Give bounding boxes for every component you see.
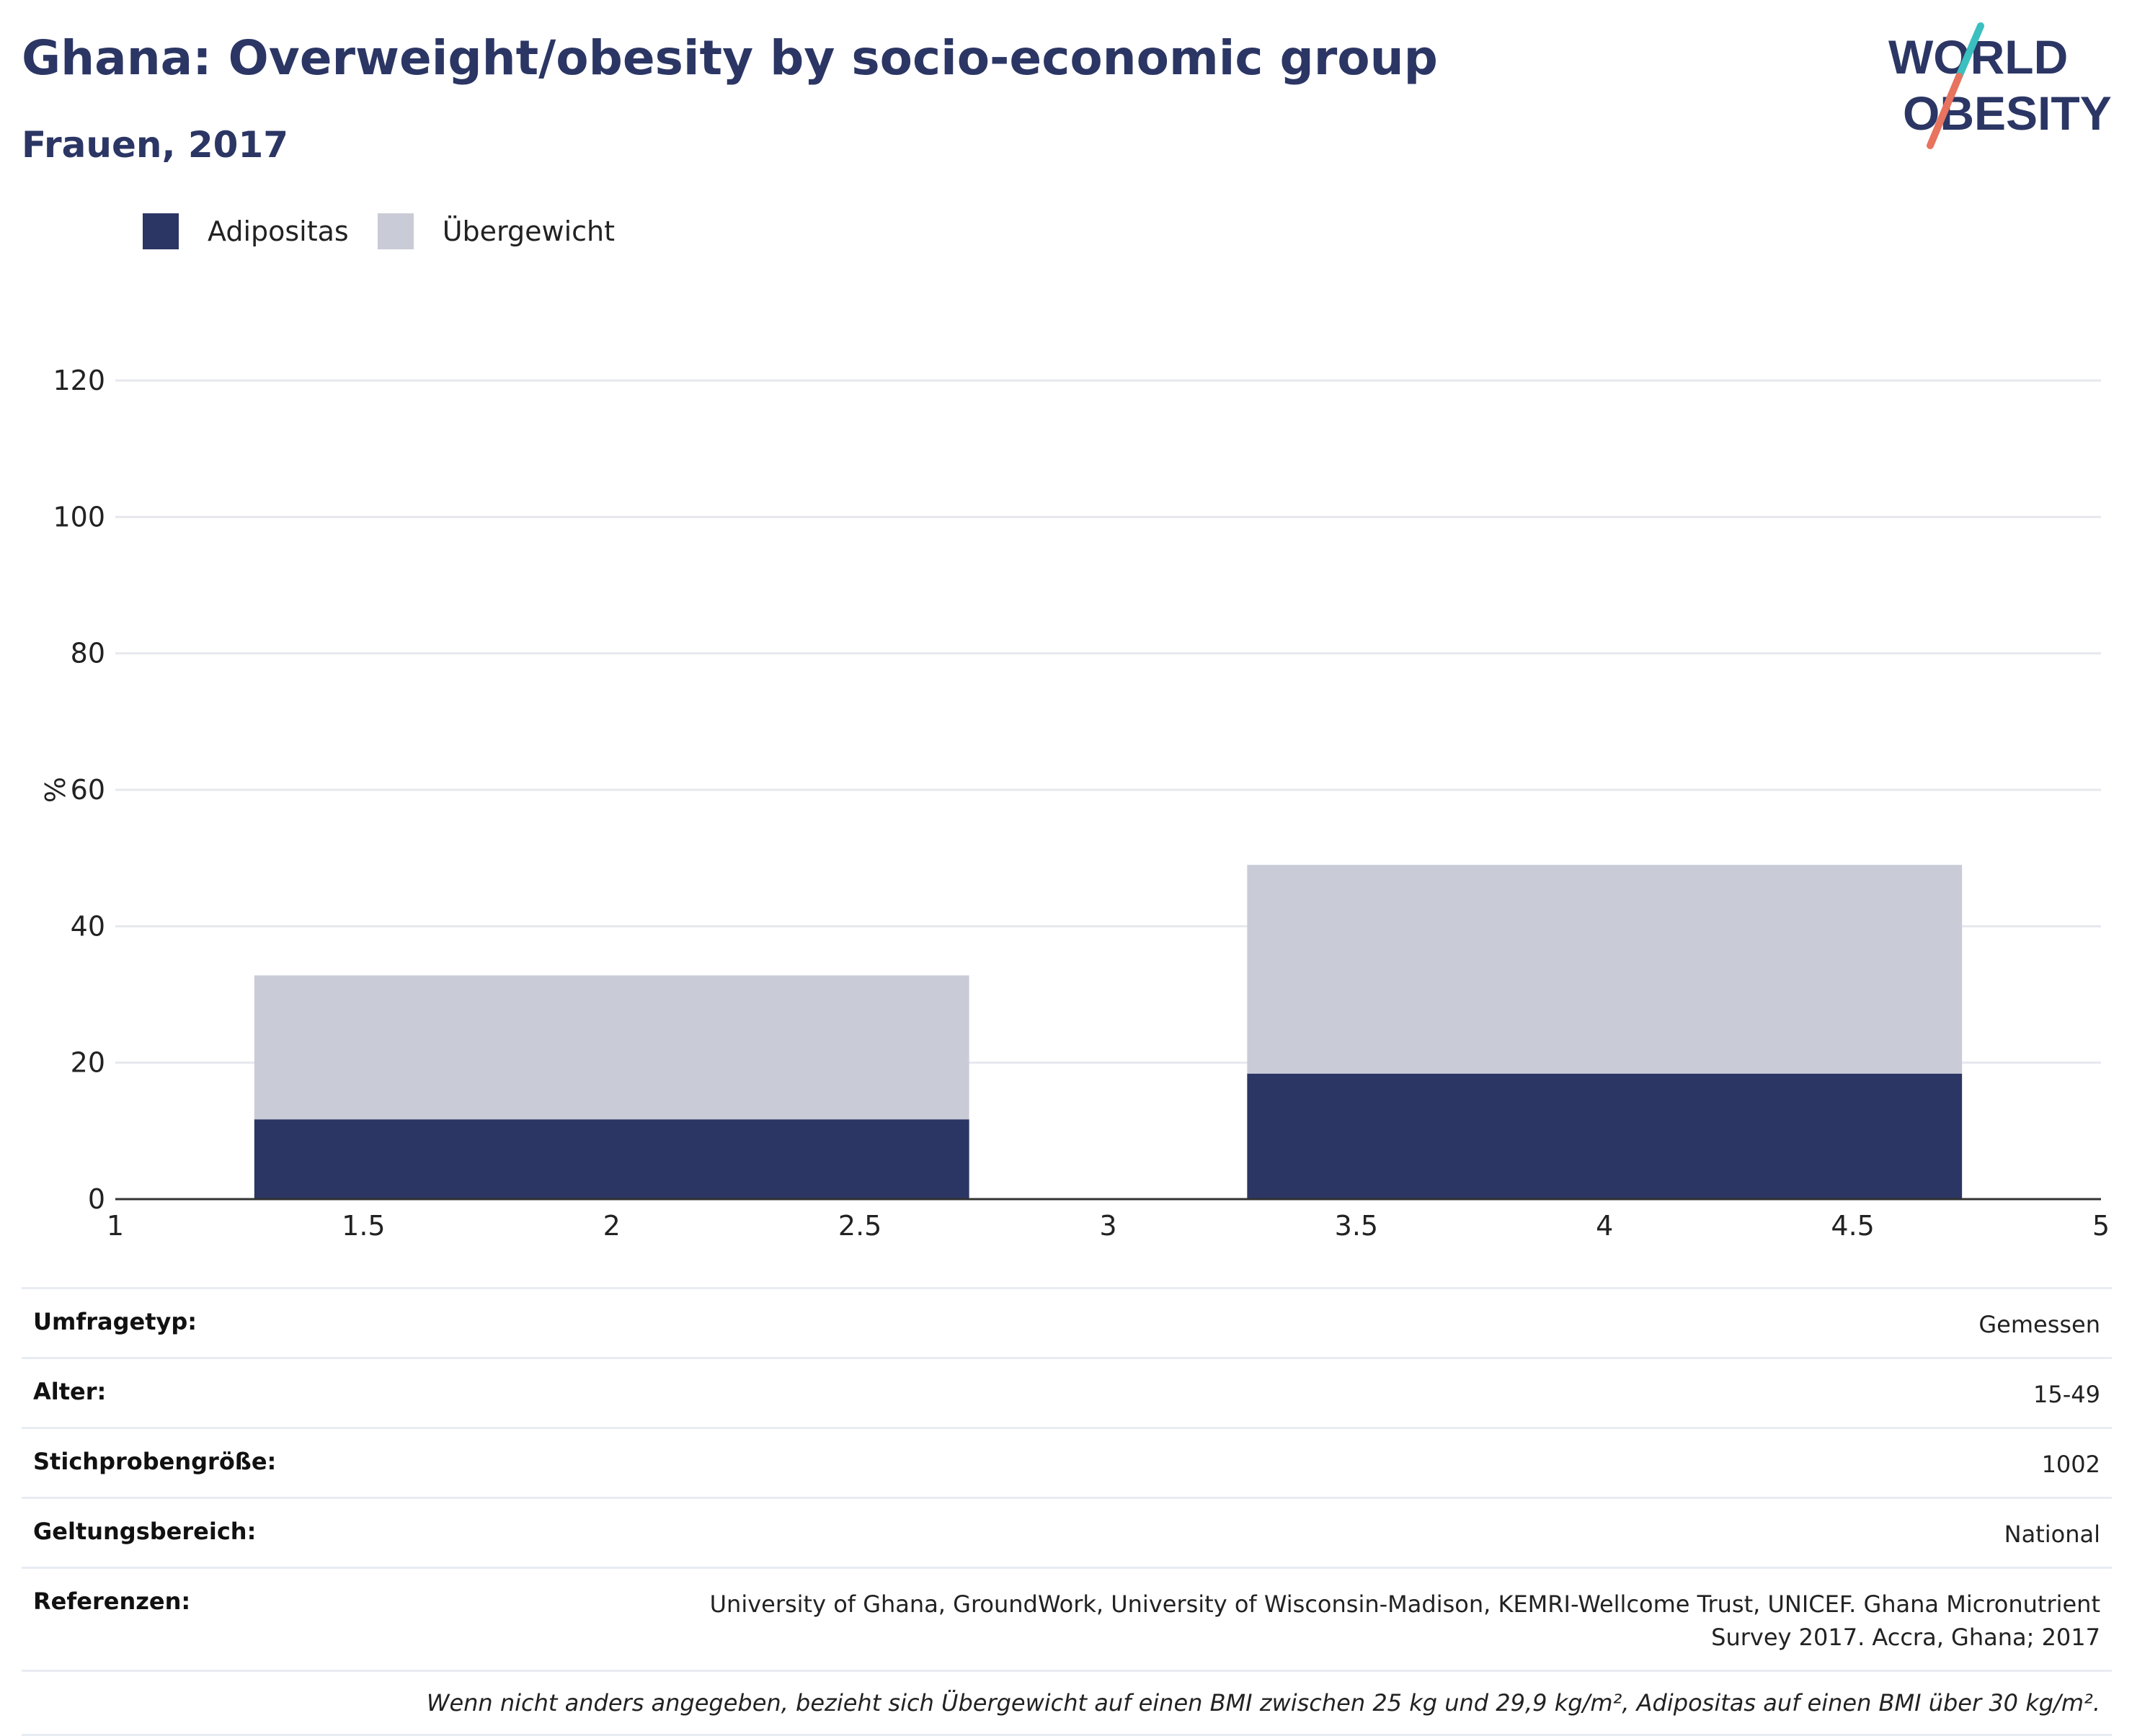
meta-key: Stichprobengröße: xyxy=(33,1448,277,1475)
x-tick-label: 3.5 xyxy=(1335,1210,1378,1239)
bar-segment-adipositas xyxy=(254,1119,969,1199)
logo-slash-teal xyxy=(1955,22,1984,80)
x-tick-label: 5 xyxy=(2092,1210,2110,1239)
page-title: Ghana: Overweight/obesity by socio-econo… xyxy=(22,30,1438,86)
legend-label: Adipositas xyxy=(208,215,349,247)
world-obesity-logo: WORLD OBESITY xyxy=(1888,22,2112,149)
bar-segment-uebergewicht xyxy=(1247,865,1963,1074)
survey-metadata: Umfragetyp: Gemessen Alter: 15-49 Stichp… xyxy=(22,1287,2112,1736)
definition-footnote: Wenn nicht anders angegeben, bezieht sic… xyxy=(22,1670,2112,1736)
meta-key: Umfragetyp: xyxy=(33,1308,197,1335)
meta-row-sample-size: Stichprobengröße: 1002 xyxy=(22,1427,2112,1497)
x-tick-label: 4 xyxy=(1596,1210,1613,1239)
meta-row-references: Referenzen: University of Ghana, GroundW… xyxy=(22,1567,2112,1670)
meta-row-coverage: Geltungsbereich: National xyxy=(22,1497,2112,1567)
page-subtitle: Frauen, 2017 xyxy=(22,124,289,166)
meta-key: Geltungsbereich: xyxy=(33,1518,257,1545)
legend-swatch-adipositas xyxy=(143,213,179,249)
y-tick-label: 20 xyxy=(71,1047,105,1079)
meta-row-age: Alter: 15-49 xyxy=(22,1357,2112,1427)
x-tick-label: 1.5 xyxy=(342,1210,385,1239)
logo-slash-coral xyxy=(1927,73,1963,149)
meta-value: 1002 xyxy=(2041,1451,2100,1478)
y-tick-label: 60 xyxy=(71,774,105,806)
legend-label: Übergewicht xyxy=(442,215,615,247)
bar-segment-adipositas xyxy=(1247,1073,1963,1199)
chart-legend: Adipositas Übergewicht xyxy=(143,213,644,249)
bar-segment-uebergewicht xyxy=(254,975,969,1120)
stacked-bar-chart: 0 20 40 60 80 100 120 1 1.5 2 2.5 3 3.5 4 4.5 5% xyxy=(38,365,2110,1239)
meta-value: Gemessen xyxy=(1978,1311,2100,1338)
y-tick-label: 120 xyxy=(53,365,105,396)
meta-value: National xyxy=(2004,1521,2100,1548)
x-tick-label: 2.5 xyxy=(838,1210,881,1239)
legend-swatch-uebergewicht xyxy=(377,213,414,249)
legend-item-uebergewicht[interactable]: Übergewicht xyxy=(377,213,615,249)
y-tick-label: 0 xyxy=(88,1183,105,1215)
y-tick-label: 80 xyxy=(71,638,105,669)
meta-value: University of Ghana, GroundWork, Univers… xyxy=(709,1590,2100,1651)
meta-value: 15-49 xyxy=(2033,1381,2100,1408)
meta-key: Alter: xyxy=(33,1378,107,1405)
legend-item-adipositas[interactable]: Adipositas xyxy=(143,213,349,249)
x-tick-label: 1 xyxy=(107,1210,124,1239)
y-tick-label: 40 xyxy=(71,910,105,942)
x-tick-label: 2 xyxy=(603,1210,621,1239)
meta-row-survey-type: Umfragetyp: Gemessen xyxy=(22,1287,2112,1357)
y-axis-label: % xyxy=(38,777,70,803)
y-tick-label: 100 xyxy=(53,501,105,533)
meta-key: Referenzen: xyxy=(33,1588,191,1615)
x-tick-label: 4.5 xyxy=(1831,1210,1874,1239)
x-tick-label: 3 xyxy=(1099,1210,1116,1239)
